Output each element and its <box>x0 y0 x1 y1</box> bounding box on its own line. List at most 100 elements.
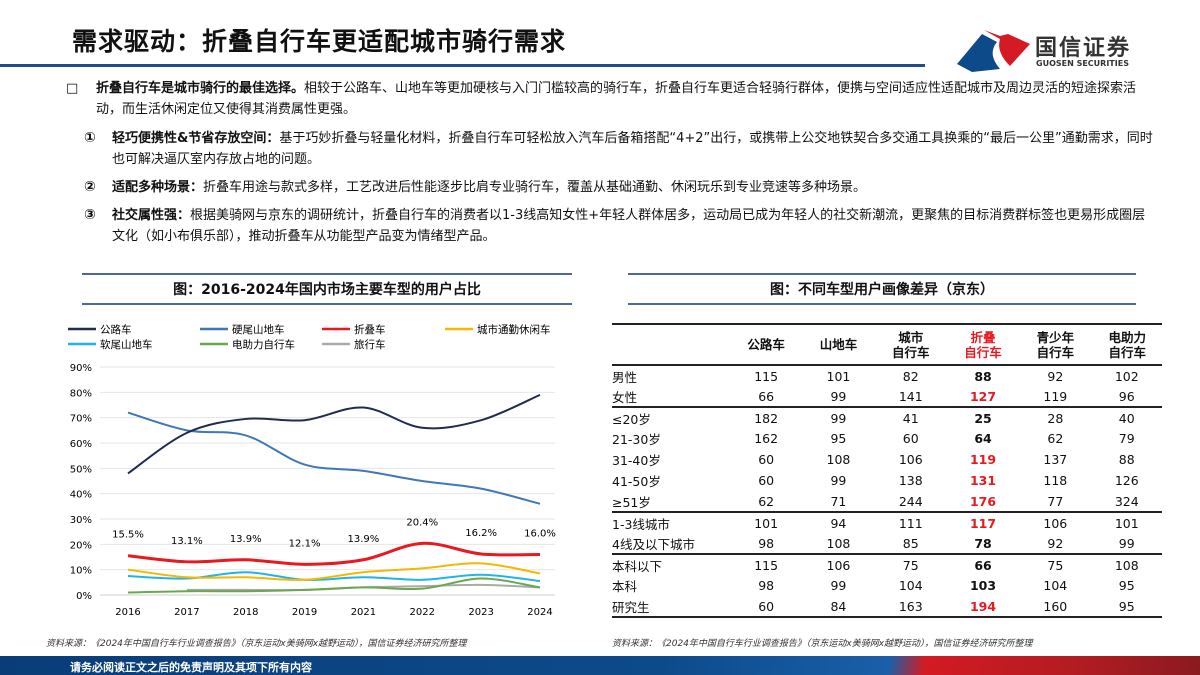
legend-label: 硬尾山地车 <box>232 323 285 336</box>
table-cell: 101 <box>730 511 803 533</box>
line-chart: 0% 10% 20% 30% 40% 50% 60% 70% 80% 90% 2016 2017 201… <box>68 323 556 618</box>
table-cell: 127 <box>969 388 997 404</box>
row-label: ≥51岁 <box>612 494 651 510</box>
table-cell: 95 <box>1091 596 1162 618</box>
table-title: 图：不同车型用户画像差异（京东） <box>628 273 1136 305</box>
table-cell: 66 <box>758 388 775 404</box>
table-cell: 28 <box>1019 406 1092 428</box>
table-cell: 106 <box>898 452 923 467</box>
point-text: 根据美骑网与京东的调研统计，折叠自行车的消费者以1-3线高知女性+年轻人群体居多… <box>112 208 1146 244</box>
y-tick-label: 40% <box>70 490 92 501</box>
table-cell: 104 <box>1043 578 1068 593</box>
disclaimer-text: 请务必阅读正文之后的免责声明及其项下所有内容 <box>70 661 312 674</box>
table-cell: 131 <box>969 473 997 488</box>
column-header: 公路车 <box>728 323 803 366</box>
table-cell: 82 <box>902 368 919 384</box>
table-row: 41-50岁 60 99 138 131 118 126 <box>612 470 1162 491</box>
table-cell: 126 <box>1114 473 1139 488</box>
table-row: 1-3线城市 101 94 111 117 106 101 <box>612 511 1162 533</box>
table-cell: 108 <box>826 535 851 551</box>
row-label: 男性 <box>612 369 638 385</box>
table-row: 男性 115 101 82 88 92 102 <box>612 365 1162 386</box>
table-cell: 92 <box>1047 368 1064 384</box>
row-label: 女性 <box>612 389 638 405</box>
table-cell: 98 <box>758 535 775 551</box>
table-cell: 60 <box>758 473 775 488</box>
table-cell: 99 <box>830 473 847 488</box>
series-line <box>127 411 541 505</box>
table-cell: 162 <box>754 431 779 446</box>
y-tick-label: 80% <box>70 388 92 399</box>
table-cell: 66 <box>946 553 1020 575</box>
footer-bar: 请务必阅读正文之后的免责声明及其项下所有内容 <box>0 656 1200 675</box>
row-label: 41-50岁 <box>612 474 661 489</box>
table-cell: 99 <box>830 578 847 593</box>
point-1: ① 轻巧便携性&节省存放空间：基于巧妙折叠与轻量化材料，折叠自行车可轻松放入汽车… <box>84 128 1156 170</box>
y-tick-label: 30% <box>70 515 92 526</box>
legend-label: 折叠车 <box>354 323 386 336</box>
table-cell: 94 <box>802 511 875 533</box>
table-corner <box>612 323 730 366</box>
table-row: 女性 66 99 141 127 119 96 <box>612 386 1162 407</box>
data-label: 13.9% <box>230 534 262 545</box>
row-label: 1-3线城市 <box>612 511 730 533</box>
table-cell: 62 <box>758 493 775 509</box>
data-label: 13.1% <box>171 536 203 547</box>
point-heading: 适配多种场景： <box>112 180 204 195</box>
table-cell: 62 <box>1047 431 1064 446</box>
table-cell: 84 <box>802 596 875 618</box>
table-cell: 111 <box>874 511 947 533</box>
table-cell: 244 <box>898 493 923 509</box>
table-cell: 60 <box>758 452 775 467</box>
legend-label: 城市通勤休闲车 <box>477 323 551 336</box>
title-divider <box>0 64 925 67</box>
table-cell: 88 <box>974 368 992 384</box>
x-tick-label: 2017 <box>174 607 199 618</box>
table-row: ≥51岁 62 71 244 176 77 324 <box>612 491 1162 512</box>
y-tick-label: 60% <box>70 439 92 450</box>
table-cell: 101 <box>826 368 851 384</box>
table-row: 本科 98 99 104 103 104 95 <box>612 575 1162 596</box>
column-header: 青少年 自行车 <box>1018 323 1092 366</box>
table-cell: 75 <box>874 553 947 575</box>
table-cell: 79 <box>1118 431 1135 446</box>
table-cell: 75 <box>1019 553 1092 575</box>
table-cell: 160 <box>1019 596 1092 618</box>
legend-label: 电助力自行车 <box>232 338 295 351</box>
series-line <box>127 562 541 581</box>
y-tick-label: 70% <box>70 414 92 425</box>
table-cell: 118 <box>1043 473 1068 488</box>
x-tick-label: 2021 <box>351 607 376 618</box>
table-cell: 41 <box>874 406 947 428</box>
point-number: ① <box>84 130 96 146</box>
table-cell: 60 <box>902 431 919 446</box>
chart-title: 图：2016-2024年国内市场主要车型的用户占比 <box>82 273 572 305</box>
x-tick-label: 2022 <box>410 607 435 618</box>
table-cell: 115 <box>730 553 803 575</box>
point-number: ② <box>84 179 96 195</box>
column-header: 电助力 自行车 <box>1090 323 1162 366</box>
table-cell: 137 <box>1043 452 1068 467</box>
legend-label: 公路车 <box>100 323 132 336</box>
point-3: ③ 社交属性强：根据美骑网与京东的调研统计，折叠自行车的消费者以1-3线高知女性… <box>84 205 1156 247</box>
table-cell: 92 <box>1047 535 1064 551</box>
point-text: 基于巧妙折叠与轻量化材料，折叠自行车可轻松放入汽车后备箱搭配“4+2”出行，或携… <box>112 131 1153 167</box>
column-header: 城市 自行车 <box>873 323 947 366</box>
x-tick-label: 2019 <box>292 607 317 618</box>
table-cell: 182 <box>730 406 803 428</box>
table-row: 31-40岁 60 108 106 119 137 88 <box>612 449 1162 470</box>
table-cell: 176 <box>969 493 997 509</box>
table-cell: 99 <box>802 406 875 428</box>
y-tick-label: 50% <box>70 464 92 475</box>
guosen-logo-icon <box>957 30 1030 72</box>
table-cell: 104 <box>898 578 923 593</box>
point-heading: 轻巧便携性&节省存放空间： <box>112 131 280 146</box>
chart-source: 资料来源：《2024年中国自行车行业调查报告》（京东运动x美骑网x越野运动），国… <box>46 639 467 649</box>
table-cell: 95 <box>1118 578 1135 593</box>
table-cell: 102 <box>1114 368 1139 384</box>
y-tick-label: 10% <box>70 566 92 577</box>
logo-text-cn: 国信证券 <box>1035 36 1132 61</box>
point-text: 折叠车用途与款式多样，工艺改进后性能逐步比肩专业骑行车，覆盖从基础通勤、休闲玩乐… <box>203 180 867 195</box>
x-tick-label: 2023 <box>468 607 493 618</box>
table-cell: 88 <box>1118 452 1135 467</box>
